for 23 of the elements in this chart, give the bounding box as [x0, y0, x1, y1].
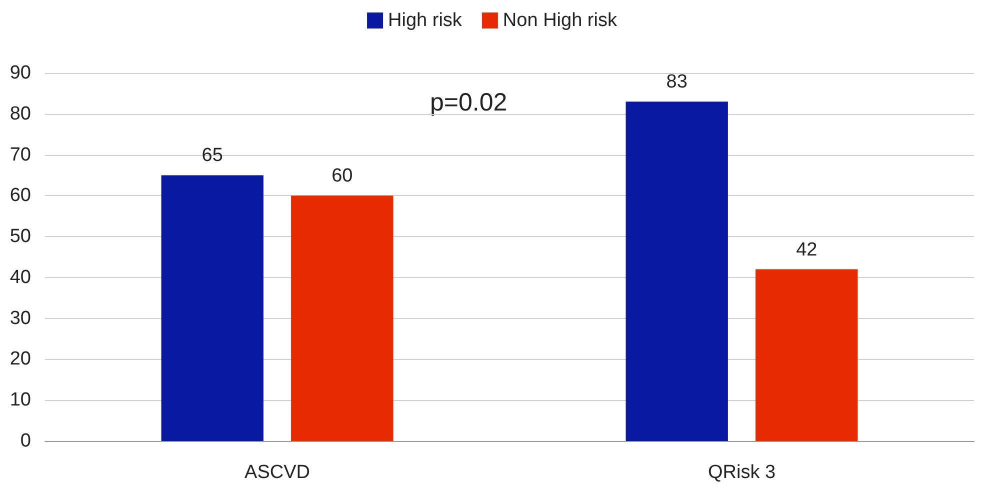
y-tick-label: 20: [10, 348, 31, 370]
y-tick-label: 30: [10, 308, 31, 329]
y-tick-label: 70: [10, 144, 31, 166]
legend-label: High risk: [388, 10, 462, 31]
x-tick-label: QRisk 3: [708, 462, 776, 483]
y-tick-label: 10: [10, 390, 31, 411]
y-tick-label: 0: [20, 430, 31, 452]
y-tick-label: 50: [10, 226, 31, 248]
annotation: p=0.02: [430, 88, 508, 116]
data-label: 42: [796, 239, 818, 260]
y-tick-label: 60: [10, 185, 31, 206]
bar: [626, 102, 728, 441]
bar: [756, 269, 858, 441]
y-tick-label: 90: [10, 62, 31, 84]
legend-label: Non High risk: [502, 10, 618, 31]
data-label: 83: [666, 72, 688, 93]
y-tick-label: 40: [10, 266, 31, 288]
data-label: 65: [202, 145, 223, 166]
bar: [291, 196, 394, 441]
data-label: 60: [332, 166, 353, 187]
bar: [161, 175, 264, 441]
x-tick-label: ASCVD: [244, 462, 310, 483]
y-tick-label: 80: [10, 103, 31, 124]
